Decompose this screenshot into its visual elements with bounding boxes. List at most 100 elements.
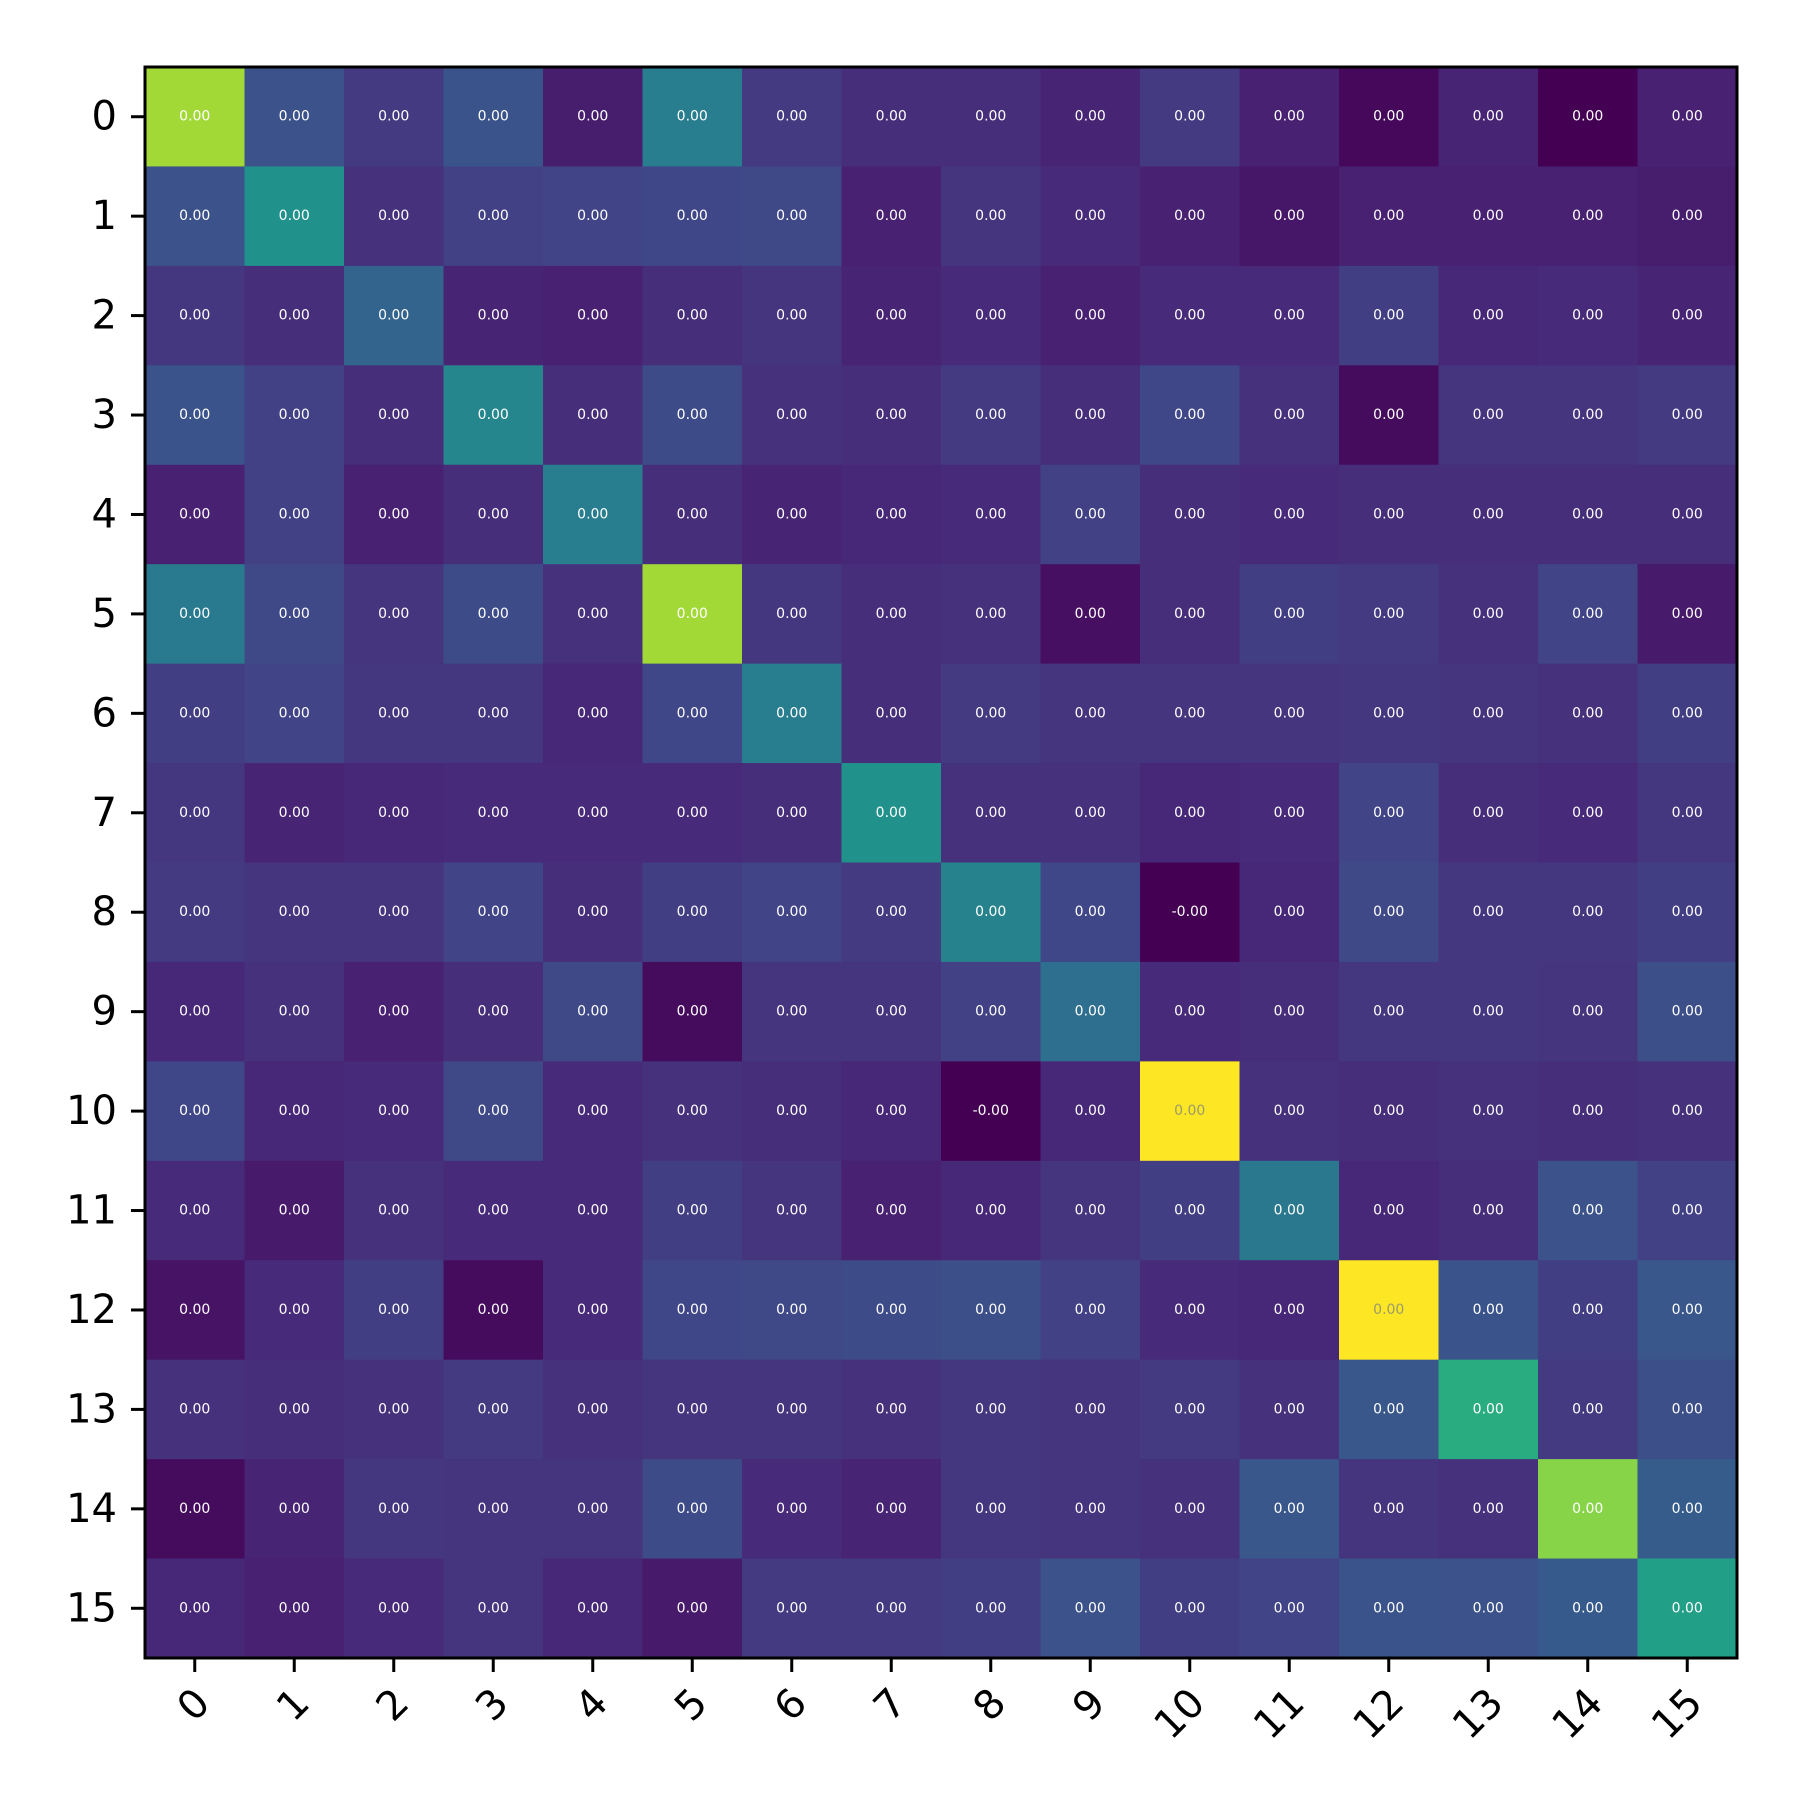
cell-value-label-r10-c15: 0.00 <box>1672 1103 1703 1119</box>
heatmap-cell-r9-c12 <box>1339 961 1440 1062</box>
heatmap-cell-r4-c7 <box>841 464 942 565</box>
heatmap-cell-r15-c6 <box>742 1558 843 1659</box>
heatmap-cell-r15-c11 <box>1239 1558 1340 1659</box>
heatmap-cell-r12-c14 <box>1538 1260 1639 1361</box>
x-tick-label: 1 <box>268 1680 319 1731</box>
y-tick-label: 8 <box>92 889 117 935</box>
cell-value-label-r11-c9: 0.00 <box>1075 1203 1106 1219</box>
heatmap-cell-r13-c8 <box>941 1359 1042 1460</box>
heatmap-cell-r0-c5 <box>642 67 743 168</box>
y-tick-label: 10 <box>66 1088 117 1134</box>
cell-value-label-r13-c6: 0.00 <box>776 1401 807 1417</box>
heatmap-cell-r0-c12 <box>1339 67 1440 168</box>
cell-value-label-r8-c12: 0.00 <box>1373 904 1404 920</box>
heatmap-cell-r8-c5 <box>642 862 743 963</box>
heatmap-cell-r1-c10 <box>1140 166 1241 267</box>
cell-value-label-r10-c8: -0.00 <box>973 1103 1009 1119</box>
cell-value-label-r6-c1: 0.00 <box>279 705 310 721</box>
heatmap-cell-r1-c0 <box>145 166 246 267</box>
cell-value-label-r13-c14: 0.00 <box>1572 1401 1603 1417</box>
heatmap-cell-r12-c12 <box>1339 1260 1440 1361</box>
x-tick-label: 7 <box>865 1680 916 1731</box>
heatmap-cell-r3-c3 <box>443 365 544 466</box>
cell-value-label-r8-c10: -0.00 <box>1172 904 1208 920</box>
heatmap-cell-r15-c13 <box>1438 1558 1539 1659</box>
heatmap-cell-r8-c12 <box>1339 862 1440 963</box>
heatmap-cell-r8-c8 <box>941 862 1042 963</box>
cell-value-label-r9-c14: 0.00 <box>1572 1004 1603 1020</box>
x-tick-label: 5 <box>666 1680 717 1731</box>
cell-value-label-r14-c1: 0.00 <box>279 1501 310 1517</box>
cell-value-label-r9-c0: 0.00 <box>179 1004 210 1020</box>
cell-value-label-r3-c3: 0.00 <box>478 407 509 423</box>
cell-value-label-r1-c4: 0.00 <box>577 208 608 224</box>
cell-value-label-r15-c2: 0.00 <box>378 1600 409 1616</box>
cell-value-label-r9-c5: 0.00 <box>677 1004 708 1020</box>
heatmap-cell-r12-c0 <box>145 1260 246 1361</box>
cell-value-label-r2-c15: 0.00 <box>1672 308 1703 324</box>
heatmap-cell-r15-c8 <box>941 1558 1042 1659</box>
cell-value-label-r6-c4: 0.00 <box>577 705 608 721</box>
cell-value-label-r5-c10: 0.00 <box>1174 606 1205 622</box>
cell-value-label-r11-c5: 0.00 <box>677 1203 708 1219</box>
cell-value-label-r3-c9: 0.00 <box>1075 407 1106 423</box>
cell-value-label-r3-c2: 0.00 <box>378 407 409 423</box>
heatmap-cell-r5-c11 <box>1239 564 1340 665</box>
cell-value-label-r10-c9: 0.00 <box>1075 1103 1106 1119</box>
heatmap-cell-r5-c13 <box>1438 564 1539 665</box>
cell-value-label-r6-c3: 0.00 <box>478 705 509 721</box>
cell-value-label-r3-c0: 0.00 <box>179 407 210 423</box>
heatmap-cell-r12-c3 <box>443 1260 544 1361</box>
cell-value-label-r4-c8: 0.00 <box>975 506 1006 522</box>
cell-value-label-r14-c2: 0.00 <box>378 1501 409 1517</box>
cell-value-label-r13-c10: 0.00 <box>1174 1401 1205 1417</box>
heatmap-cell-r10-c14 <box>1538 1061 1639 1162</box>
y-tick-label: 15 <box>66 1585 117 1631</box>
cell-value-label-r4-c12: 0.00 <box>1373 506 1404 522</box>
cell-value-label-r10-c2: 0.00 <box>378 1103 409 1119</box>
cell-value-label-r11-c1: 0.00 <box>279 1203 310 1219</box>
cell-value-label-r0-c15: 0.00 <box>1672 109 1703 125</box>
cell-value-label-r14-c10: 0.00 <box>1174 1501 1205 1517</box>
y-tick-label: 7 <box>92 790 117 836</box>
heatmap-cell-r5-c4 <box>543 564 644 665</box>
heatmap-cell-r7-c15 <box>1637 763 1738 864</box>
cell-value-label-r13-c4: 0.00 <box>577 1401 608 1417</box>
heatmap-cell-r0-c4 <box>543 67 644 168</box>
cell-value-label-r8-c3: 0.00 <box>478 904 509 920</box>
heatmap-cell-r13-c15 <box>1637 1359 1738 1460</box>
x-tick-label: 2 <box>367 1680 418 1731</box>
heatmap-cell-r12-c10 <box>1140 1260 1241 1361</box>
cell-value-label-r11-c8: 0.00 <box>975 1203 1006 1219</box>
cell-value-label-r7-c11: 0.00 <box>1274 805 1305 821</box>
heatmap-cell-r4-c15 <box>1637 464 1738 565</box>
heatmap-cell-r7-c2 <box>344 763 445 864</box>
cell-value-label-r0-c11: 0.00 <box>1274 109 1305 125</box>
cell-value-label-r1-c10: 0.00 <box>1174 208 1205 224</box>
heatmap-cell-r8-c14 <box>1538 862 1639 963</box>
heatmap-cell-r14-c14 <box>1538 1459 1639 1560</box>
cell-value-label-r2-c4: 0.00 <box>577 308 608 324</box>
cell-value-label-r7-c8: 0.00 <box>975 805 1006 821</box>
x-tick-label: 6 <box>765 1680 816 1731</box>
heatmap-cell-r10-c5 <box>642 1061 743 1162</box>
cell-value-label-r12-c7: 0.00 <box>876 1302 907 1318</box>
cell-value-label-r9-c15: 0.00 <box>1672 1004 1703 1020</box>
heatmap-cell-r13-c9 <box>1040 1359 1141 1460</box>
cell-value-label-r14-c8: 0.00 <box>975 1501 1006 1517</box>
heatmap-cell-r8-c15 <box>1637 862 1738 963</box>
heatmap-cell-r6-c2 <box>344 663 445 764</box>
heatmap-cell-labels: 0.00 0.00 0.00 0.00 0.00 0.00 0.00 0.00 0.00 0.00… <box>179 109 1703 1617</box>
cell-value-label-r5-c7: 0.00 <box>876 606 907 622</box>
heatmap-cell-r10-c10 <box>1140 1061 1241 1162</box>
heatmap-cell-r8-c1 <box>244 862 345 963</box>
heatmap-cell-r2-c0 <box>145 265 246 366</box>
heatmap-cell-r9-c11 <box>1239 961 1340 1062</box>
cell-value-label-r11-c12: 0.00 <box>1373 1203 1404 1219</box>
heatmap-cell-r0-c1 <box>244 67 345 168</box>
cell-value-label-r8-c11: 0.00 <box>1274 904 1305 920</box>
heatmap-cell-r12-c9 <box>1040 1260 1141 1361</box>
heatmap-cell-r13-c14 <box>1538 1359 1639 1460</box>
cell-value-label-r4-c10: 0.00 <box>1174 506 1205 522</box>
heatmap-cell-r9-c8 <box>941 961 1042 1062</box>
